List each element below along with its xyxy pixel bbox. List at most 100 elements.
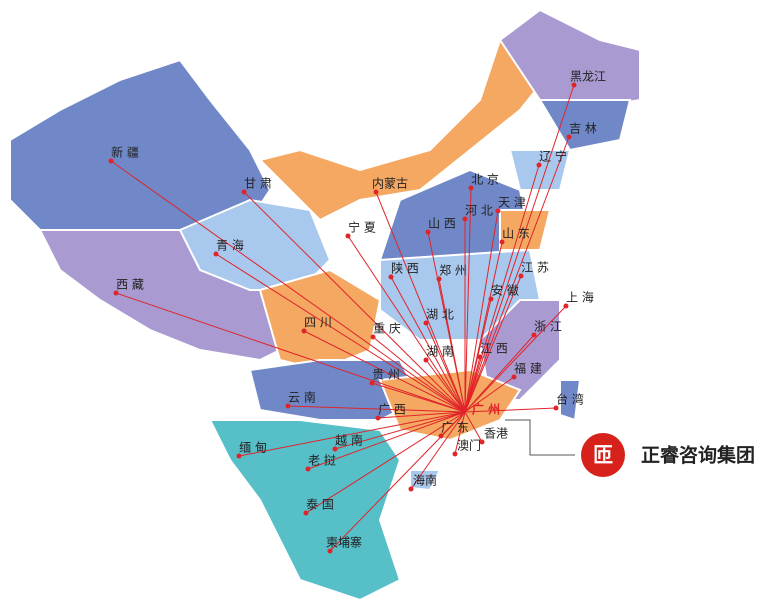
route-line bbox=[372, 336, 466, 413]
region-label: 江 西 bbox=[480, 342, 508, 356]
route-dot bbox=[236, 453, 242, 459]
route-dot bbox=[462, 216, 468, 222]
route-dot bbox=[303, 510, 309, 516]
route-line bbox=[305, 411, 466, 514]
route-dot bbox=[477, 354, 483, 360]
region-label: 香港 bbox=[484, 427, 508, 441]
route-dot bbox=[518, 273, 524, 279]
route-line bbox=[347, 235, 466, 413]
region-label: 浙 江 bbox=[534, 320, 562, 334]
taiwan-shape bbox=[559, 379, 582, 422]
route-dot bbox=[373, 189, 379, 195]
southeast-asia-shape bbox=[208, 419, 402, 602]
route-dot bbox=[452, 451, 458, 457]
route-line bbox=[464, 187, 472, 413]
region-label: 江 苏 bbox=[521, 261, 549, 275]
route-dot bbox=[553, 405, 559, 411]
region-label: 福 建 bbox=[514, 361, 542, 376]
route-line bbox=[303, 330, 466, 413]
region-label: 安 徽 bbox=[491, 283, 519, 298]
route-line bbox=[287, 405, 466, 413]
route-line bbox=[110, 160, 466, 413]
region-label: 甘 肃 bbox=[244, 177, 272, 191]
route-line bbox=[243, 191, 466, 413]
route-dot bbox=[536, 162, 542, 168]
route-line bbox=[329, 411, 466, 552]
region-label: 越 南 bbox=[335, 433, 363, 448]
route-dot bbox=[425, 229, 431, 235]
route-line bbox=[371, 382, 466, 413]
route-line bbox=[425, 322, 466, 413]
route-dot bbox=[388, 274, 394, 280]
route-line bbox=[307, 411, 466, 470]
region-label: 湖 北 bbox=[426, 307, 454, 322]
connector bbox=[505, 419, 575, 456]
route-dot bbox=[488, 296, 494, 302]
route-line bbox=[464, 210, 499, 413]
region-label: 吉 林 bbox=[569, 122, 597, 136]
route-dot bbox=[571, 82, 577, 88]
route-line bbox=[238, 411, 466, 457]
route-dot bbox=[370, 334, 376, 340]
region-label: 黑龙江 bbox=[570, 70, 606, 84]
region-label: 湖 南 bbox=[426, 344, 454, 359]
region-label: 澳门 bbox=[457, 438, 481, 453]
route-line bbox=[464, 407, 557, 413]
route-dot bbox=[305, 466, 311, 472]
route-line bbox=[425, 359, 466, 413]
region-label: 郑 州 bbox=[439, 263, 467, 278]
route-line bbox=[390, 276, 466, 413]
region-label: 上 海 bbox=[566, 290, 594, 305]
region-label: 台 湾 bbox=[556, 392, 584, 407]
jilin-shape bbox=[538, 99, 632, 152]
region-label: 河 北 bbox=[465, 204, 493, 218]
route-line bbox=[464, 356, 481, 413]
region-label: 北 京 bbox=[471, 173, 499, 187]
route-dot bbox=[495, 208, 501, 214]
brand-logo-text: 匝 bbox=[593, 443, 613, 467]
liaoning-shape bbox=[508, 149, 572, 191]
region-label: 广 州 bbox=[472, 402, 500, 417]
brand-name: 正睿咨询集团 bbox=[641, 444, 755, 467]
region-label: 贵 州 bbox=[372, 368, 400, 382]
routes bbox=[108, 82, 577, 554]
route-dot bbox=[468, 185, 474, 191]
route-line bbox=[464, 376, 515, 413]
region-label: 老 挝 bbox=[308, 454, 336, 468]
region-label: 柬埔寨 bbox=[326, 535, 362, 550]
route-dot bbox=[408, 486, 414, 492]
route-dot bbox=[423, 357, 429, 363]
route-dot bbox=[108, 158, 114, 164]
route-dot bbox=[327, 548, 333, 554]
route-line bbox=[215, 253, 466, 413]
region-label: 天 津 bbox=[498, 196, 526, 210]
route-line bbox=[438, 278, 466, 413]
region-label: 重 庆 bbox=[373, 322, 401, 336]
brand-logo bbox=[581, 433, 625, 477]
region-label: 四 川 bbox=[304, 316, 332, 330]
route-dot bbox=[301, 328, 307, 334]
route-dot bbox=[479, 439, 485, 445]
route-dot bbox=[436, 276, 442, 282]
route-line bbox=[464, 136, 570, 413]
route-dot bbox=[423, 320, 429, 326]
route-line bbox=[454, 411, 466, 455]
hainan-shape bbox=[409, 469, 442, 492]
region-label: 辽 宁 bbox=[539, 149, 567, 164]
route-line bbox=[410, 411, 466, 490]
region-label: 西 藏 bbox=[116, 278, 144, 292]
region-label: 青 海 bbox=[216, 238, 244, 253]
region-label: 广 东 bbox=[441, 421, 469, 435]
route-line bbox=[464, 275, 522, 413]
route-dot bbox=[285, 403, 291, 409]
region-label: 陕 西 bbox=[391, 261, 419, 276]
route-dot bbox=[499, 239, 505, 245]
route-line bbox=[375, 191, 466, 413]
route-line bbox=[334, 411, 466, 450]
regions bbox=[9, 8, 641, 602]
region-label: 新 疆 bbox=[111, 145, 139, 160]
route-dot bbox=[241, 189, 247, 195]
region-label: 缅 甸 bbox=[239, 441, 267, 455]
